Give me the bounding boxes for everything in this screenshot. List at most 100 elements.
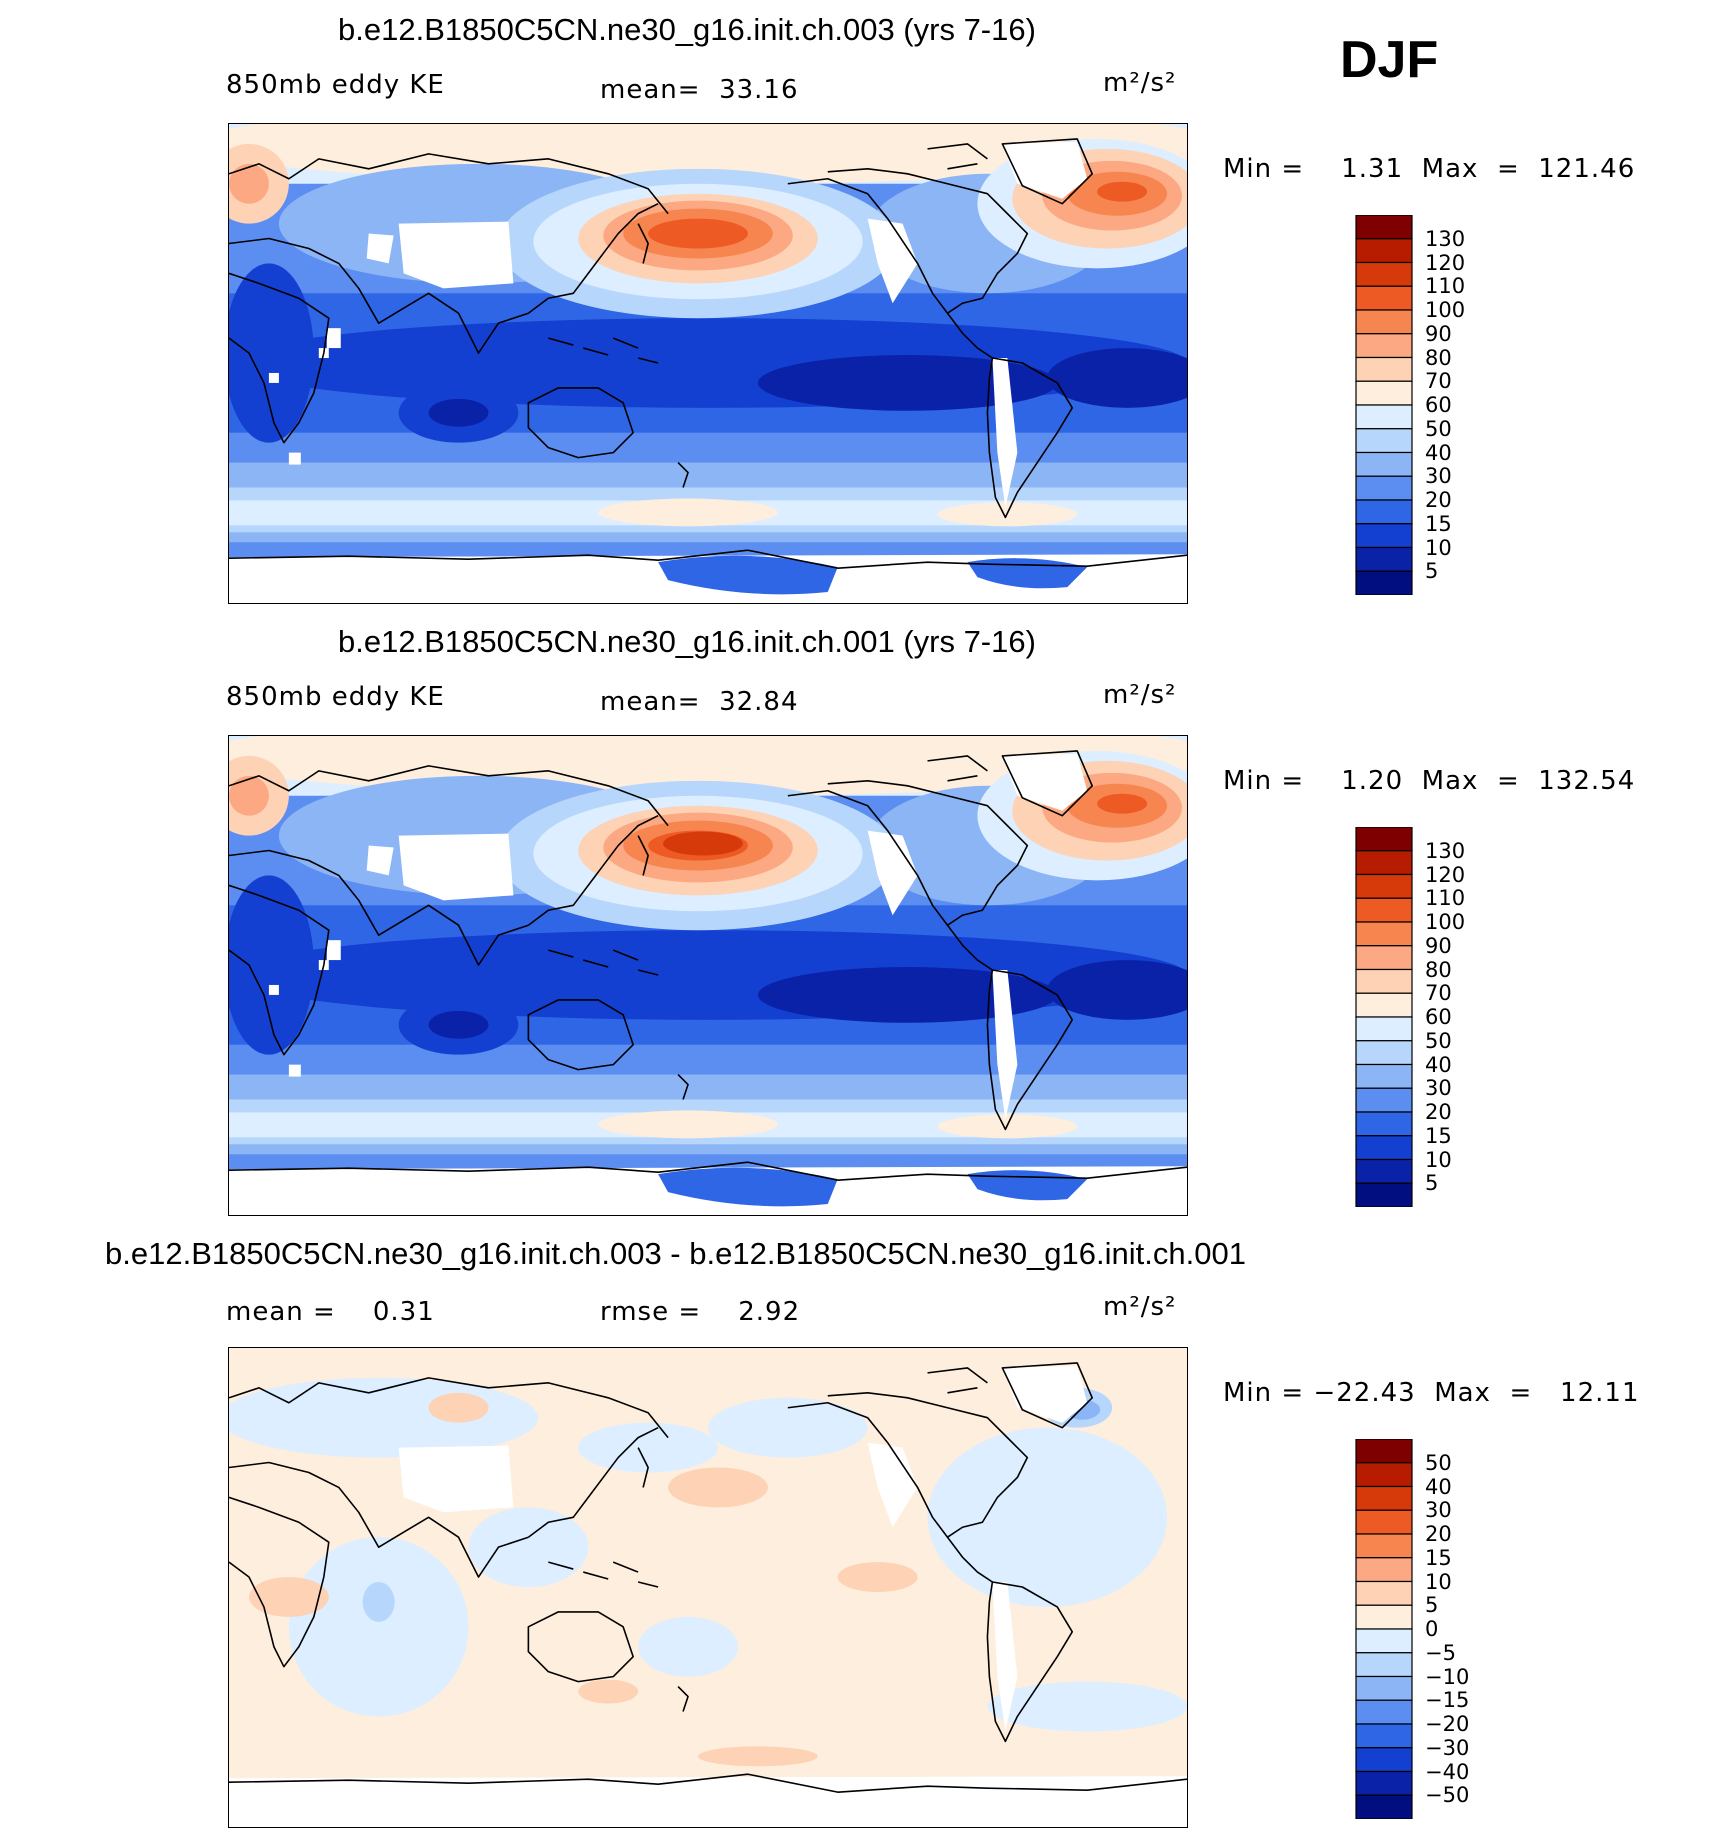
colorbar-swatch xyxy=(1355,523,1413,549)
coastline-path xyxy=(927,1367,988,1394)
field-contour-region xyxy=(248,1577,329,1617)
coastline-path xyxy=(677,1074,689,1100)
colorbar-tick-label: 40 xyxy=(1425,1052,1452,1077)
panel-2-map xyxy=(228,735,1188,1216)
colorbar-tick-label: 30 xyxy=(1425,1076,1452,1101)
coastline-path xyxy=(986,969,1074,1131)
field-contour-region xyxy=(229,263,314,443)
field-contour-region xyxy=(366,233,394,264)
field-contour-region xyxy=(1047,348,1187,408)
colorbar-swatch xyxy=(1355,261,1413,287)
field-contour-region xyxy=(757,355,1058,411)
colorbar-swatch xyxy=(1355,1580,1413,1606)
colorbar-swatch xyxy=(1355,1462,1413,1488)
coastline-path xyxy=(229,1161,1187,1181)
coastline-path xyxy=(229,765,669,827)
field-contour-region xyxy=(288,1064,301,1077)
field-contour-region xyxy=(837,1562,918,1592)
colorbar-tick-label: 5 xyxy=(1425,1593,1439,1618)
field-contour-region xyxy=(268,372,279,383)
colorbar-tick-label: 20 xyxy=(1425,1522,1452,1546)
colorbar-swatch xyxy=(1355,1723,1413,1749)
coastlines xyxy=(229,1362,1187,1793)
colorbar-tick-label: 10 xyxy=(1425,535,1452,560)
field-contour-region xyxy=(366,845,394,876)
colorbar-tick-label: 90 xyxy=(1425,933,1452,958)
coastline-path xyxy=(986,1581,1074,1743)
panel-1-colorbar xyxy=(1355,215,1413,595)
coastline-path xyxy=(1001,1362,1093,1429)
colorbar-swatch xyxy=(1355,1675,1413,1701)
colorbar-swatch xyxy=(1355,1557,1413,1583)
colorbar-swatch xyxy=(1355,1604,1413,1630)
coastline-path xyxy=(946,924,993,971)
field-contour-region xyxy=(428,1010,489,1039)
panel-1-map-svg xyxy=(229,124,1187,603)
panel-3-title: b.e12.B1850C5CN.ne30_g16.init.ch.003 - b… xyxy=(105,1236,1246,1271)
colorbar-tick-label: 0 xyxy=(1425,1617,1439,1641)
colorbar-tick-label: 50 xyxy=(1425,1450,1452,1475)
field-contour-region xyxy=(927,1427,1168,1607)
coastline-path xyxy=(229,549,1187,569)
colorbar-tick-label: 40 xyxy=(1425,440,1452,465)
colorbar-tick-label: 15 xyxy=(1425,511,1452,536)
coastline-path xyxy=(1001,138,1093,205)
field-contour-region xyxy=(326,328,341,349)
colorbar-tick-label: 50 xyxy=(1425,1028,1452,1053)
coastline-path xyxy=(229,1377,669,1439)
colorbar-tick-label: −50 xyxy=(1425,1783,1470,1808)
field-contour-region xyxy=(1047,960,1187,1020)
colorbar-tick-label: 110 xyxy=(1425,274,1466,299)
coastline-path xyxy=(229,884,330,1056)
colorbar-tick-label: 130 xyxy=(1425,838,1466,863)
colorbar-tick-label: 80 xyxy=(1425,957,1452,982)
coastline-path xyxy=(927,755,988,782)
colorbar-swatch xyxy=(1355,992,1413,1018)
colorbar-tick-label: −30 xyxy=(1425,1735,1470,1760)
panel-1-colorbar-svg xyxy=(1355,215,1413,595)
colorbar-tick-label: 90 xyxy=(1425,321,1452,346)
panel-3-min-max: Min = −22.43 Max = 12.11 xyxy=(1223,1378,1640,1408)
coastline-path xyxy=(1001,750,1093,817)
panel-3-colorbar-svg xyxy=(1355,1439,1413,1819)
coastline-path xyxy=(548,337,659,364)
colorbar-swatch xyxy=(1355,1063,1413,1089)
colorbar-swatch xyxy=(1355,1087,1413,1113)
panel-3-mean-value: 0.31 xyxy=(372,1297,435,1327)
coastline-path xyxy=(986,357,1074,519)
panel-1-variable-label: 850mb eddy KE xyxy=(226,70,445,100)
colorbar-tick-label: 50 xyxy=(1425,416,1452,441)
field-contour-region xyxy=(288,1537,469,1717)
colorbar-swatch xyxy=(1355,1770,1413,1796)
colorbar-swatch xyxy=(1355,451,1413,477)
colorbar-swatch xyxy=(1355,945,1413,971)
panel-2-colorbar xyxy=(1355,827,1413,1207)
colorbar-tick-label: 5 xyxy=(1425,559,1439,584)
colorbar-swatch xyxy=(1355,1794,1413,1819)
colorbar-swatch xyxy=(1355,404,1413,430)
field-contour-region xyxy=(428,398,489,427)
field-contour-region xyxy=(867,830,918,916)
panel-3-units: m²/s² xyxy=(1103,1292,1177,1322)
panel-1-min-max: Min = 1.31 Max = 121.46 xyxy=(1223,154,1636,184)
coastline-path xyxy=(637,1447,649,1488)
coastline-path xyxy=(527,1611,634,1683)
coastline-path xyxy=(527,999,634,1071)
panel-2-mean-value: 32.84 xyxy=(719,687,799,717)
field-contour-region xyxy=(598,1110,778,1139)
field-contour-region xyxy=(229,775,269,816)
field-contour-region xyxy=(398,833,514,901)
panel-2-map-svg xyxy=(229,736,1187,1215)
colorbar-swatch xyxy=(1355,215,1413,240)
field-contour-region xyxy=(578,1679,639,1704)
colorbar-swatch xyxy=(1355,1533,1413,1559)
coastline-path xyxy=(229,272,330,444)
colorbar-swatch xyxy=(1355,1509,1413,1535)
coastline-path xyxy=(229,1773,1187,1793)
colorbar-tick-label: −10 xyxy=(1425,1664,1470,1689)
colorbar-tick-label: 120 xyxy=(1425,250,1466,275)
field-contour-region xyxy=(468,1507,589,1588)
panel-3-map xyxy=(228,1347,1188,1828)
colorbar-swatch xyxy=(1355,897,1413,923)
coastline-path xyxy=(229,1461,529,1578)
